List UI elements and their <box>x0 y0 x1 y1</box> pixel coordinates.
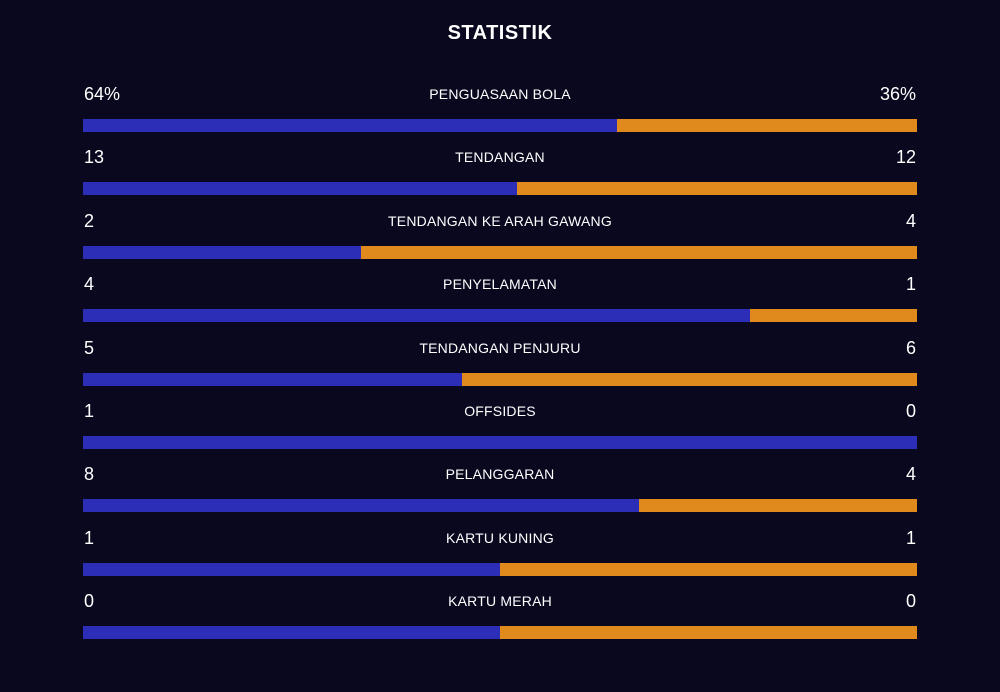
home-value: 8 <box>84 464 95 485</box>
stat-label: KARTU MERAH <box>448 593 552 610</box>
stat-bar <box>83 372 917 386</box>
home-value: 4 <box>84 274 95 295</box>
stat-bar <box>83 499 917 513</box>
stat-bar <box>83 245 917 259</box>
stat-bar <box>83 626 917 640</box>
away-value: 12 <box>895 147 916 168</box>
home-value: 5 <box>84 337 95 358</box>
away-bar-fill <box>500 562 917 576</box>
away-value: 1 <box>905 274 916 295</box>
away-value: 6 <box>905 337 916 358</box>
stat-row: 2 TENDANGAN KE ARAH GAWANG 4 <box>83 207 917 270</box>
home-bar-fill <box>83 499 639 513</box>
stat-bar <box>83 562 917 576</box>
stat-label: KARTU KUNING <box>446 529 554 546</box>
away-bar-fill <box>360 245 917 259</box>
home-value: 1 <box>84 527 95 548</box>
stat-label: OFFSIDES <box>464 402 536 419</box>
stats-list: 64% PENGUASAAN BOLA 36% 13 TENDANGAN 1 2 … <box>83 80 917 651</box>
home-bar-fill <box>83 626 500 640</box>
stat-row: 64% PENGUASAAN BOLA 36% <box>83 80 917 143</box>
stat-row: 5 TENDANGAN PENJURU 6 <box>83 334 917 397</box>
home-value: 64% <box>84 84 121 104</box>
stat-row: 4 PENYELAMATAN 1 <box>83 270 917 333</box>
away-bar-fill <box>500 626 917 640</box>
stat-row: 1 OFFSIDES 0 <box>83 397 917 460</box>
away-bar-fill <box>616 119 917 132</box>
away-bar-fill <box>750 309 917 323</box>
away-bar-fill <box>516 182 917 196</box>
home-bar-fill <box>83 372 463 386</box>
home-bar-fill <box>83 562 500 576</box>
stat-label: TENDANGAN <box>455 149 545 166</box>
home-bar-fill <box>83 119 617 132</box>
away-value: 1 <box>905 527 916 548</box>
away-value: 0 <box>905 591 916 612</box>
home-bar-fill <box>83 182 517 196</box>
stats-title: STATISTIK <box>447 22 553 44</box>
stat-bar <box>83 435 917 449</box>
home-value: 2 <box>84 210 95 231</box>
stat-label: TENDANGAN PENJURU <box>419 339 581 356</box>
away-value: 4 <box>905 210 916 231</box>
stat-row: 13 TENDANGAN 12 <box>83 143 917 206</box>
home-value: 13 <box>84 147 105 168</box>
stat-bar <box>83 119 917 132</box>
stat-label: PELANGGARAN <box>445 466 555 483</box>
home-value: 1 <box>84 400 95 421</box>
stat-row: 8 PELANGGARAN 4 <box>83 460 917 523</box>
home-bar-fill <box>83 309 751 323</box>
home-bar-fill <box>83 245 361 259</box>
stat-row: 1 KARTU KUNING 1 <box>83 524 917 587</box>
stat-bar <box>83 182 917 196</box>
away-value: 4 <box>905 464 916 485</box>
stat-label: PENYELAMATAN <box>443 276 557 293</box>
stat-label: PENGUASAAN BOLA <box>429 86 571 102</box>
stat-row: 0 KARTU MERAH 0 <box>83 587 917 650</box>
away-bar-fill <box>462 372 917 386</box>
stat-bar <box>83 309 917 323</box>
stat-label: TENDANGAN KE ARAH GAWANG <box>388 212 612 229</box>
away-bar-fill <box>638 499 917 513</box>
home-bar-fill <box>83 435 917 449</box>
away-value: 0 <box>905 400 916 421</box>
home-value: 0 <box>84 591 95 612</box>
away-value: 36% <box>879 84 916 104</box>
